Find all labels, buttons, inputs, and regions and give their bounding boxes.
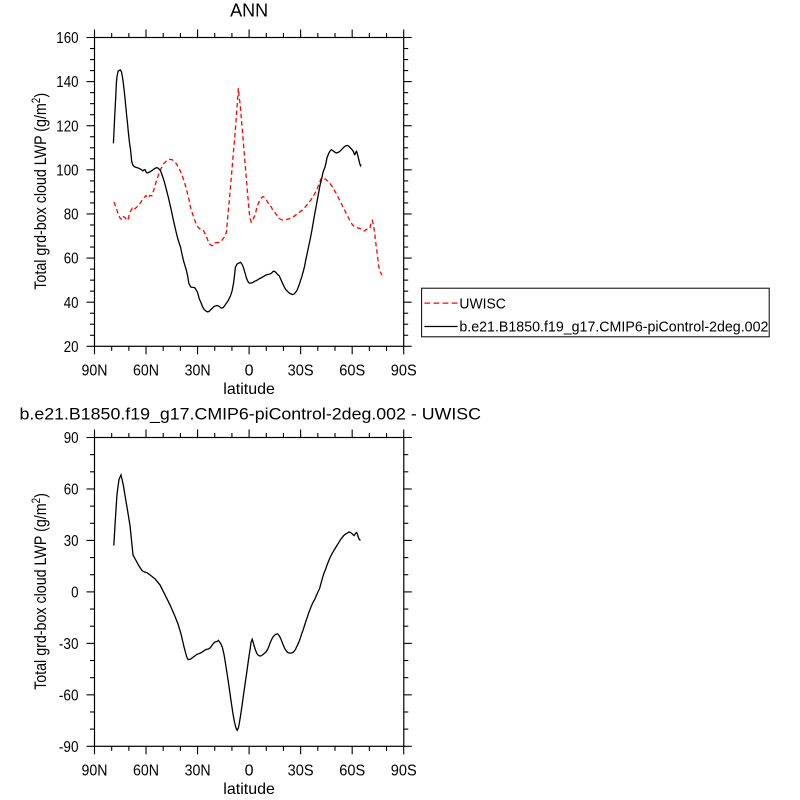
svg-text:b.e21.B1850.f19_g17.CMIP6-piCo: b.e21.B1850.f19_g17.CMIP6-piControl-2deg… <box>20 406 482 424</box>
svg-text:Total grd-box cloud LWP (g/m2): Total grd-box cloud LWP (g/m2) <box>31 93 50 290</box>
svg-text:60S: 60S <box>339 363 365 380</box>
svg-text:80: 80 <box>64 207 79 224</box>
svg-text:60S: 60S <box>339 763 365 780</box>
svg-text:30N: 30N <box>185 363 211 380</box>
svg-text:90S: 90S <box>391 763 417 780</box>
svg-text:Total grd-box cloud LWP (g/m2): Total grd-box cloud LWP (g/m2) <box>31 493 50 690</box>
svg-text:160: 160 <box>56 30 78 47</box>
svg-text:90S: 90S <box>391 363 417 380</box>
svg-text:60N: 60N <box>133 363 159 380</box>
svg-text:30S: 30S <box>288 763 314 780</box>
svg-text:90N: 90N <box>82 363 108 380</box>
svg-text:60: 60 <box>64 251 79 268</box>
svg-text:b.e21.B1850.f19_g17.CMIP6-piCo: b.e21.B1850.f19_g17.CMIP6-piControl-2deg… <box>459 319 768 335</box>
svg-text:-30: -30 <box>59 636 79 653</box>
svg-text:60N: 60N <box>133 763 159 780</box>
svg-text:30N: 30N <box>185 763 211 780</box>
svg-text:90: 90 <box>64 430 79 447</box>
svg-text:120: 120 <box>56 118 78 135</box>
svg-text:40: 40 <box>64 295 79 312</box>
svg-text:0: 0 <box>245 363 254 380</box>
svg-text:140: 140 <box>56 74 78 91</box>
svg-text:60: 60 <box>64 482 79 499</box>
svg-text:90N: 90N <box>82 763 108 780</box>
svg-text:latitude: latitude <box>223 381 275 398</box>
svg-text:-90: -90 <box>59 739 79 756</box>
svg-text:latitude: latitude <box>223 781 275 798</box>
svg-text:-60: -60 <box>59 687 79 704</box>
svg-text:0: 0 <box>245 763 254 780</box>
svg-text:ANN: ANN <box>230 1 268 21</box>
svg-text:100: 100 <box>56 162 78 179</box>
svg-text:30: 30 <box>64 533 79 550</box>
svg-text:UWISC: UWISC <box>459 297 505 313</box>
svg-text:30S: 30S <box>288 363 314 380</box>
svg-text:0: 0 <box>71 585 78 602</box>
svg-text:20: 20 <box>64 339 79 356</box>
